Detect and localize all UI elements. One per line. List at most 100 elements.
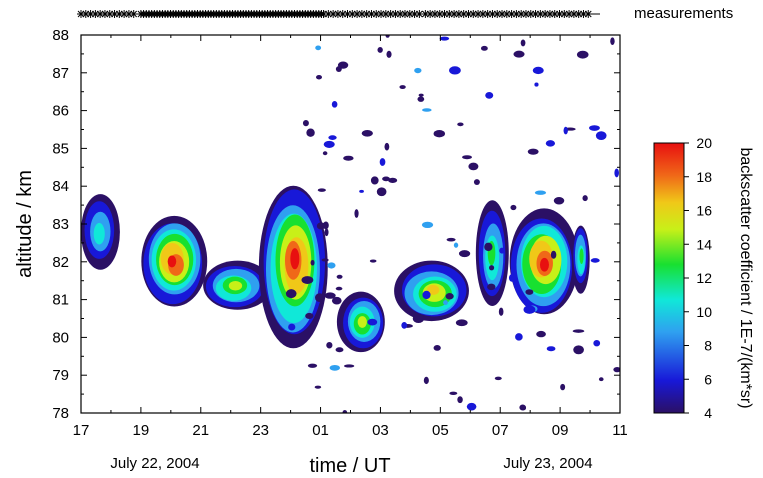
layer-contour bbox=[93, 222, 105, 245]
noise-speck bbox=[285, 289, 297, 299]
noise-speck bbox=[573, 345, 584, 355]
noise-speck bbox=[369, 259, 377, 263]
noise-speck bbox=[316, 74, 322, 80]
noise-speck bbox=[523, 305, 536, 314]
noise-speck bbox=[449, 66, 461, 75]
backscatter-layer bbox=[475, 200, 509, 307]
noise-speck bbox=[525, 289, 534, 295]
noise-speck bbox=[510, 204, 517, 211]
noise-speck bbox=[354, 209, 359, 218]
noise-speck bbox=[457, 396, 463, 404]
noise-speck bbox=[315, 45, 322, 51]
noise-speck bbox=[614, 168, 619, 178]
noise-speck bbox=[458, 250, 471, 258]
y-tick-label: 84 bbox=[52, 178, 69, 195]
noise-speck bbox=[323, 140, 335, 148]
noise-speck bbox=[519, 404, 526, 411]
noise-speck bbox=[449, 391, 458, 396]
x-tick-label: 11 bbox=[612, 422, 628, 439]
backscatter-layer bbox=[81, 194, 120, 270]
noise-speck bbox=[310, 259, 315, 266]
y-tick-label: 85 bbox=[52, 140, 69, 157]
noise-speck bbox=[315, 293, 325, 302]
noise-speck bbox=[560, 383, 566, 391]
y-tick-label: 80 bbox=[52, 329, 69, 346]
colorbar-tick-label: 20 bbox=[696, 135, 712, 151]
y-tick-label: 82 bbox=[52, 254, 69, 271]
measurements-label: measurements bbox=[634, 5, 733, 22]
layer-contour bbox=[357, 316, 367, 328]
noise-speck bbox=[379, 158, 386, 166]
layer-contour bbox=[167, 255, 177, 268]
x-axis: 17 19 21 23 01 03 05 07 09 11 bbox=[73, 35, 628, 439]
colorbar-tick-label: 10 bbox=[696, 304, 712, 320]
x-tick-label: 07 bbox=[492, 422, 509, 439]
noise-speck bbox=[439, 36, 450, 41]
noise-speck bbox=[376, 187, 387, 197]
noise-speck bbox=[480, 45, 488, 51]
noise-speck bbox=[534, 82, 539, 87]
noise-speck bbox=[414, 67, 422, 74]
x-tick-label: 09 bbox=[552, 422, 569, 439]
noise-speck bbox=[324, 292, 336, 299]
noise-speck bbox=[445, 293, 454, 300]
noise-speck bbox=[473, 179, 480, 185]
noise-speck bbox=[598, 377, 604, 382]
x-tick-label: 19 bbox=[133, 422, 150, 439]
noise-speck bbox=[595, 131, 607, 141]
noise-speck bbox=[590, 258, 600, 263]
noise-speck bbox=[499, 247, 505, 254]
x-tick-label: 21 bbox=[192, 422, 209, 439]
noise-speck bbox=[335, 347, 344, 353]
colorbar-tick-label: 14 bbox=[696, 236, 712, 252]
layer-contour bbox=[426, 284, 440, 295]
date-label-1: July 22, 2004 bbox=[110, 455, 199, 472]
noise-speck bbox=[553, 197, 565, 205]
noise-speck bbox=[302, 120, 309, 127]
noise-speck bbox=[307, 363, 318, 368]
y-tick-label: 81 bbox=[52, 292, 69, 309]
noise-speck bbox=[359, 189, 364, 193]
backscatter-layer bbox=[141, 215, 208, 307]
noise-speck bbox=[593, 339, 601, 347]
noise-speck bbox=[306, 128, 315, 137]
colorbar-tick-label: 8 bbox=[704, 338, 712, 354]
backscatter-heatmap bbox=[81, 185, 590, 353]
noise-speck bbox=[546, 346, 556, 352]
noise-speck bbox=[382, 176, 391, 182]
layer-contour bbox=[290, 248, 300, 270]
noise-speck bbox=[489, 206, 497, 211]
x-tick-label: 23 bbox=[252, 422, 269, 439]
y-tick-label: 88 bbox=[52, 27, 69, 44]
backscatter-layer bbox=[203, 260, 273, 310]
x-tick-label: 05 bbox=[432, 422, 449, 439]
noise-speck bbox=[373, 176, 378, 181]
noise-speck bbox=[327, 262, 336, 269]
noise-speck bbox=[305, 312, 314, 320]
noise-speck bbox=[515, 333, 523, 341]
backscatter-layer bbox=[336, 291, 385, 353]
noise-speck bbox=[324, 228, 329, 237]
x-axis-title: time / UT bbox=[309, 455, 390, 477]
x-tick-label: 17 bbox=[73, 422, 90, 439]
noise-speck bbox=[386, 50, 392, 58]
noise-speck bbox=[317, 188, 326, 192]
noise-speck bbox=[489, 265, 495, 271]
x-tick-label: 03 bbox=[372, 422, 389, 439]
colorbar-tick-label: 18 bbox=[696, 169, 712, 185]
noise-speck bbox=[433, 344, 441, 351]
noise-speck bbox=[563, 126, 568, 135]
noise-speck bbox=[335, 286, 343, 291]
noise-speck bbox=[384, 142, 390, 151]
noise-speck bbox=[377, 46, 383, 53]
colorbar-ticks: 4 6 8 10 12 14 16 18 20 bbox=[684, 135, 712, 421]
noise-speck bbox=[423, 376, 429, 385]
noise-speck bbox=[288, 323, 296, 331]
y-tick-label: 87 bbox=[52, 65, 69, 82]
noise-speck bbox=[453, 242, 459, 248]
noise-speck bbox=[331, 296, 342, 305]
y-axis-title: altitude / km bbox=[14, 170, 36, 278]
colorbar-tick-label: 16 bbox=[696, 203, 712, 219]
backscatter-layer bbox=[509, 208, 579, 315]
noise-speck bbox=[508, 274, 515, 282]
